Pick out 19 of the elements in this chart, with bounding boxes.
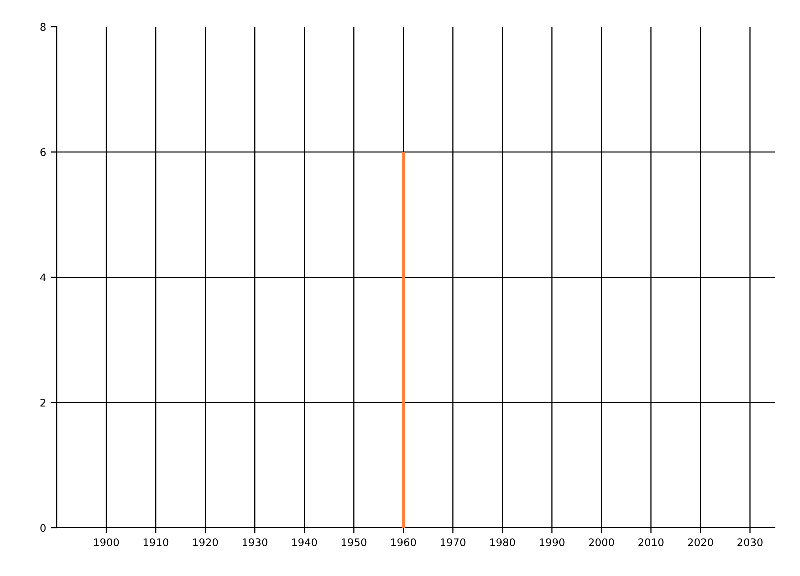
x-tick-label: 1930 bbox=[242, 538, 268, 546]
x-tick-label: 1920 bbox=[193, 538, 218, 546]
x-tick-label: 1960 bbox=[392, 538, 416, 546]
x-tick-label: 1940 bbox=[292, 538, 318, 546]
x-tick-label: 2010 bbox=[638, 538, 664, 546]
y-tick-label: 2 bbox=[40, 398, 46, 407]
x-tick-label: 2030 bbox=[738, 538, 763, 546]
x-tick-label: 1980 bbox=[490, 538, 516, 546]
x-tick-label: 1970 bbox=[441, 538, 466, 546]
x-tick-label: 1900 bbox=[94, 538, 120, 546]
y-tick-label: 0 bbox=[40, 524, 46, 532]
x-tick-label: 2000 bbox=[589, 538, 614, 546]
y-tick-label: 4 bbox=[40, 274, 46, 282]
x-tick-label: 1950 bbox=[342, 538, 367, 546]
x-tick-label: 2020 bbox=[688, 538, 714, 546]
y-tick-label: 6 bbox=[40, 148, 46, 156]
x-tick-label: 1910 bbox=[144, 538, 169, 546]
y-tick-label: 8 bbox=[40, 23, 46, 32]
x-tick-label: 1990 bbox=[540, 538, 565, 546]
